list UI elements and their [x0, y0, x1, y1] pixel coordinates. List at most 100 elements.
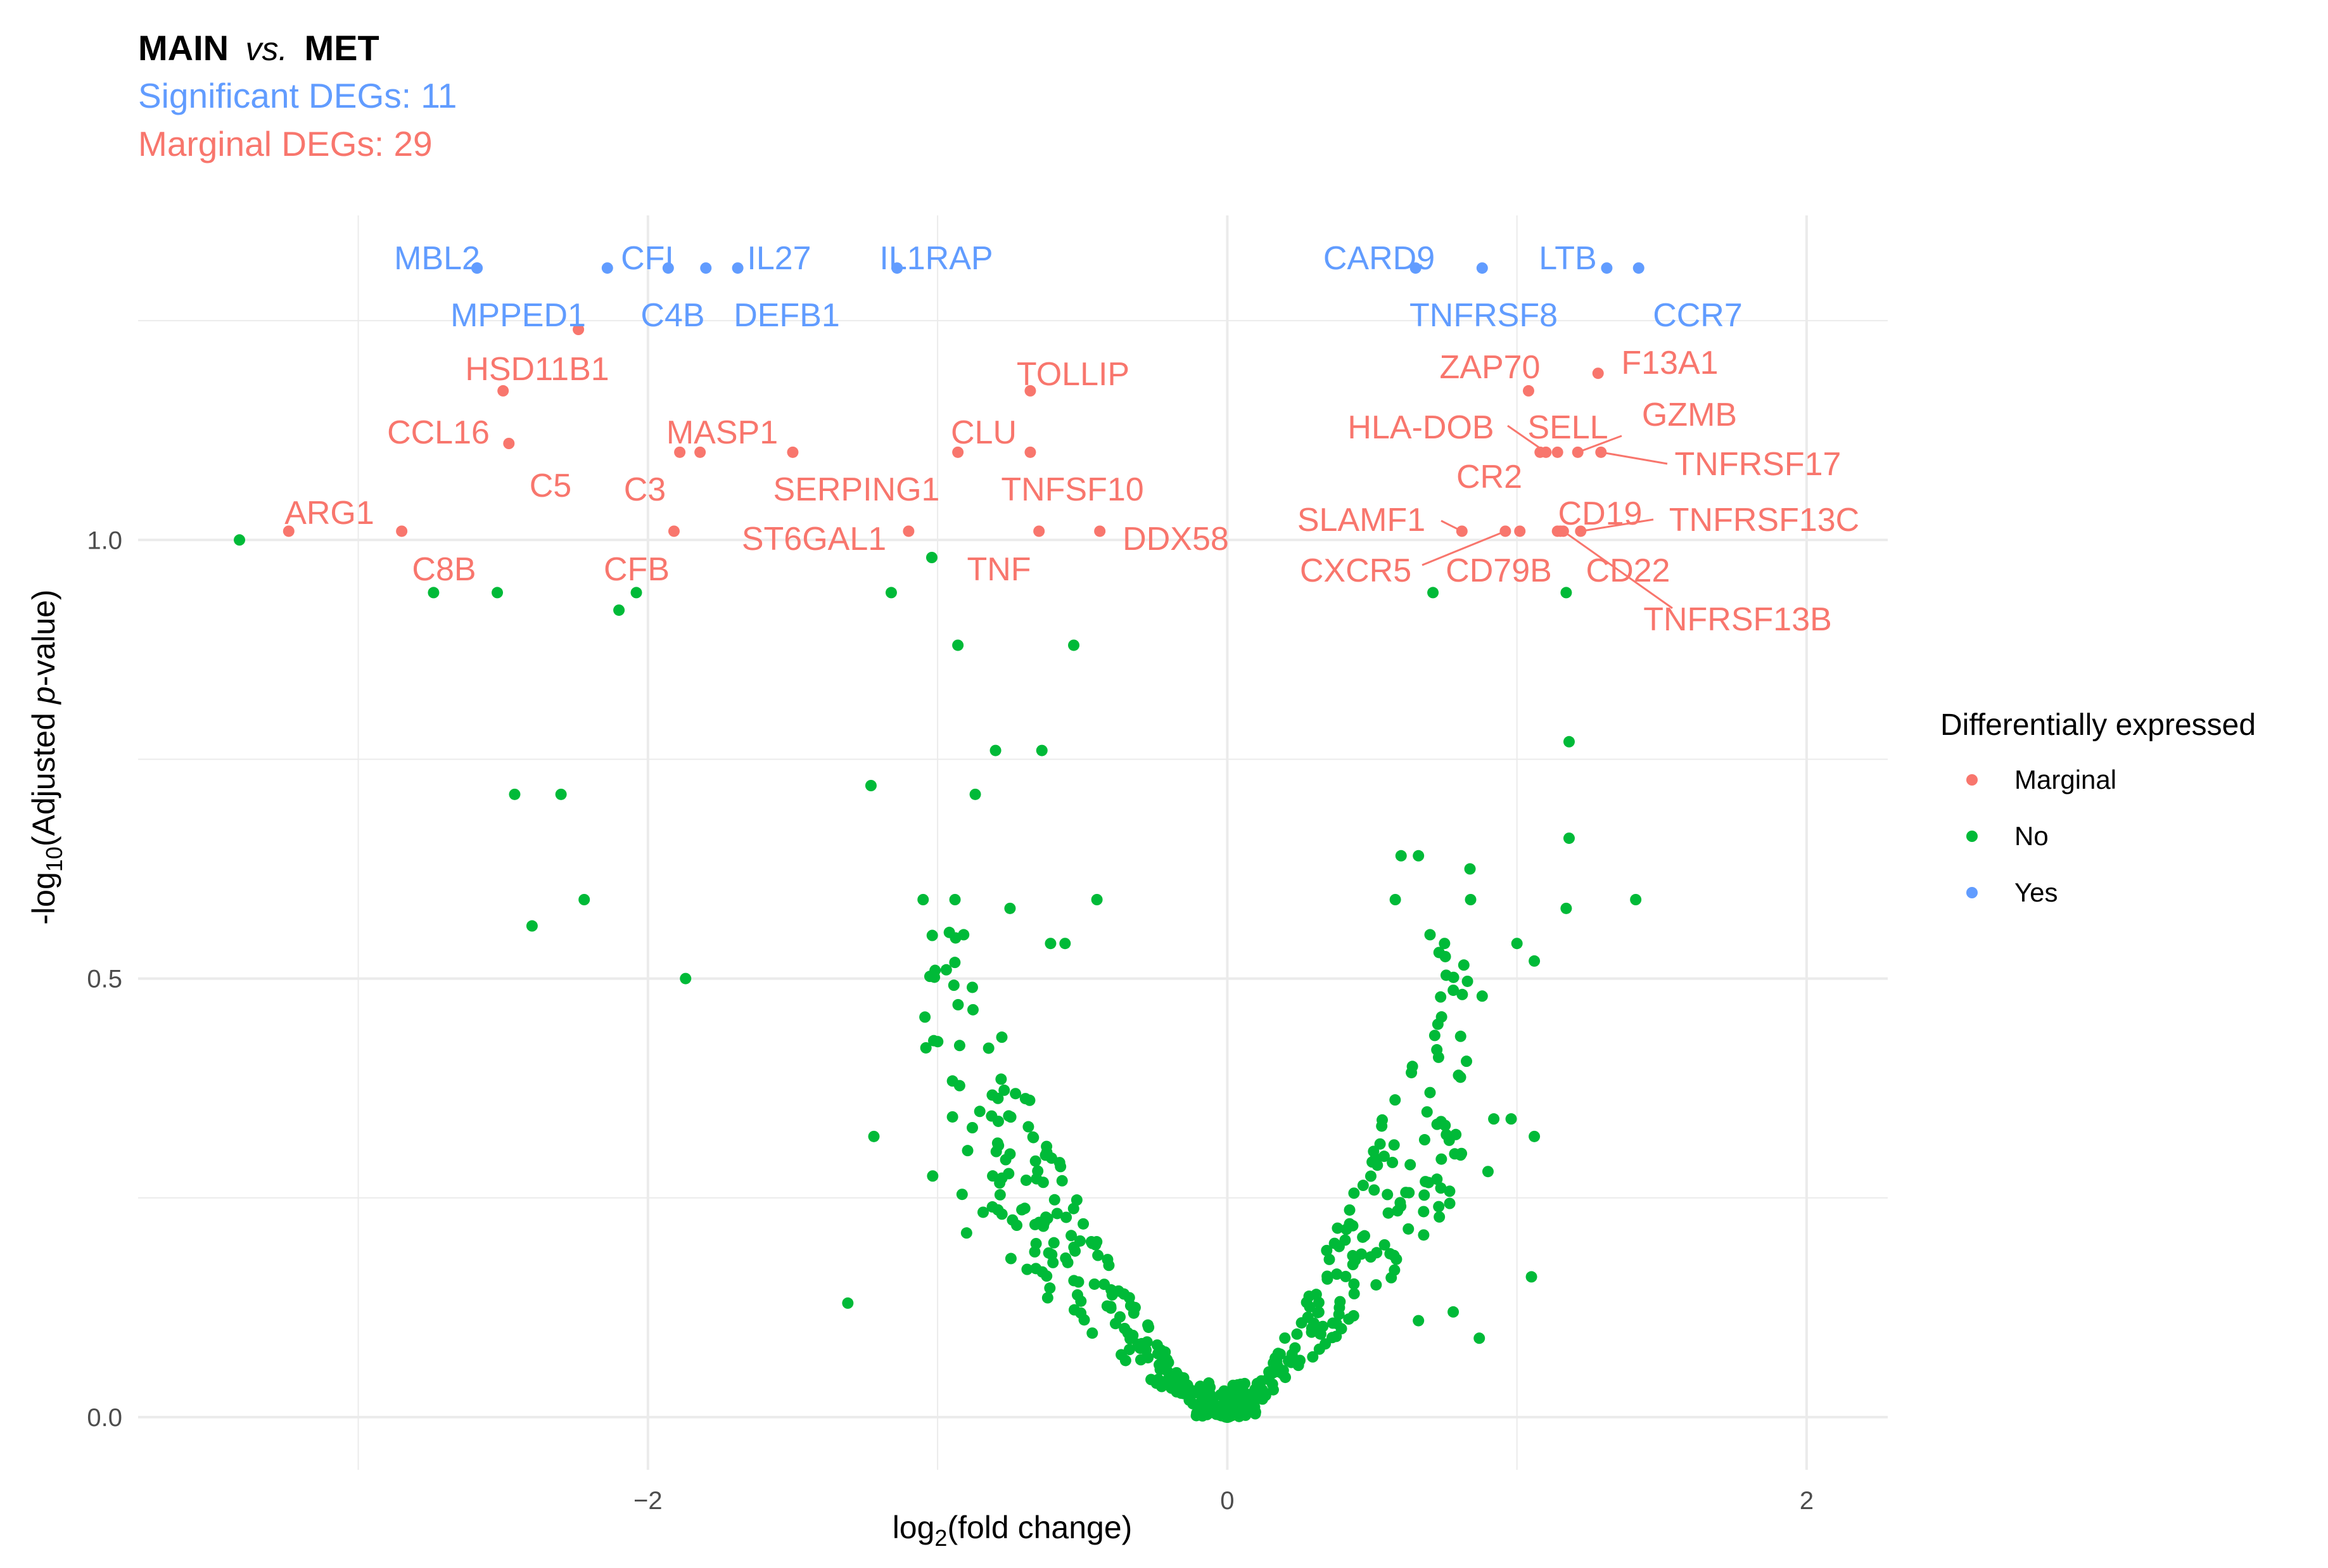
data-point-no — [1435, 991, 1447, 1003]
data-point-no — [1122, 1327, 1134, 1339]
data-point-no — [1041, 1270, 1053, 1282]
data-point-no — [1240, 1409, 1252, 1421]
data-point-no — [920, 1042, 932, 1054]
legend-key-marginal — [1966, 774, 1978, 786]
data-point-no — [865, 780, 877, 791]
data-point-no — [1364, 1170, 1377, 1182]
data-point-no — [1249, 1408, 1261, 1420]
data-point-no — [1458, 959, 1470, 971]
data-point-no — [1004, 902, 1016, 914]
data-point-no — [1029, 1155, 1041, 1167]
grid-lines — [138, 215, 1888, 1470]
data-point-no — [1048, 1194, 1060, 1206]
gene-label: CARD9 — [1323, 240, 1435, 277]
data-point-no — [1444, 1197, 1456, 1209]
data-point-marginal — [668, 525, 680, 537]
y-tick-label: 0.5 — [87, 966, 122, 993]
data-point-no — [1403, 1223, 1415, 1235]
data-point-marginal — [1499, 525, 1511, 537]
data-point-no — [1511, 938, 1523, 950]
legend-key-no — [1966, 831, 1978, 842]
data-point-no — [1368, 1145, 1380, 1157]
data-point-no — [1434, 1211, 1446, 1223]
data-point-marginal — [396, 525, 408, 537]
label-leader-lines — [1422, 424, 1673, 609]
leader-line — [1422, 530, 1506, 566]
data-point-no — [1029, 1246, 1041, 1258]
data-point-no — [1378, 1239, 1390, 1251]
data-point-no — [1432, 1018, 1444, 1030]
data-point-no — [509, 788, 521, 800]
data-point-no — [1060, 1252, 1072, 1264]
data-point-no — [1235, 1388, 1247, 1400]
x-axis-title: log2(fold change) — [893, 1510, 1133, 1551]
data-point-no — [1440, 969, 1452, 981]
data-point-marginal — [1522, 385, 1534, 397]
data-point-no — [960, 1227, 972, 1239]
data-point-no — [1202, 1389, 1214, 1401]
legend-label-yes: Yes — [2014, 877, 2058, 907]
data-point-no — [885, 587, 897, 599]
data-point-no — [868, 1130, 880, 1142]
data-point-no — [1068, 1241, 1080, 1253]
gene-label: MASP1 — [666, 414, 778, 451]
data-point-no — [1106, 1289, 1118, 1301]
data-point-no — [1312, 1306, 1324, 1318]
gene-label: SLAMF1 — [1297, 502, 1425, 539]
data-point-no — [924, 971, 936, 983]
data-point-no — [991, 1137, 1003, 1149]
data-point-no — [1176, 1374, 1188, 1386]
gene-label: GZMB — [1642, 397, 1737, 433]
gene-label: IL27 — [747, 240, 811, 277]
data-point-no — [986, 1110, 998, 1122]
data-point-no — [949, 957, 961, 969]
data-point-marginal — [1575, 525, 1587, 537]
data-point-no — [1560, 902, 1572, 914]
points-labeled — [283, 262, 1644, 537]
data-point-no — [1374, 1138, 1386, 1150]
gene-label: DDX58 — [1123, 521, 1229, 558]
data-point-no — [1359, 1230, 1371, 1242]
data-point-no — [1010, 1088, 1022, 1100]
data-point-no — [995, 1073, 1007, 1085]
gene-label: C5 — [530, 468, 571, 504]
data-point-no — [1348, 1288, 1360, 1300]
data-point-no — [956, 1189, 968, 1201]
data-point-no — [1428, 1029, 1441, 1042]
data-point-no — [1482, 1166, 1494, 1178]
data-point-marginal — [674, 446, 686, 458]
data-point-no — [1464, 863, 1476, 875]
data-point-no — [1418, 1189, 1430, 1201]
data-point-marginal — [1592, 367, 1604, 379]
gene-label: SELL — [1527, 409, 1608, 446]
data-point-no — [1203, 1377, 1215, 1389]
data-point-no — [1630, 894, 1642, 905]
x-tick-label: 2 — [1800, 1487, 1814, 1515]
data-point-no — [1313, 1343, 1325, 1355]
data-point-no — [1291, 1328, 1303, 1340]
title-left: MAIN — [138, 28, 229, 68]
data-point-marginal — [497, 385, 509, 397]
gene-label: TOLLIP — [1017, 356, 1129, 393]
gene-label: C3 — [624, 471, 666, 508]
x-tick-label: −2 — [633, 1487, 663, 1515]
data-point-no — [1302, 1311, 1314, 1323]
data-point-no — [1456, 988, 1468, 1000]
data-point-no — [1123, 1344, 1135, 1356]
data-point-yes — [1409, 262, 1422, 274]
data-point-no — [1135, 1354, 1147, 1366]
data-point-marginal — [283, 525, 295, 537]
data-point-no — [1347, 1250, 1359, 1262]
gene-label: MPPED1 — [450, 297, 586, 334]
data-point-no — [1505, 1113, 1517, 1125]
data-point-no — [946, 1075, 958, 1087]
legend-label-marginal: Marginal — [2014, 765, 2116, 794]
data-point-no — [1000, 1154, 1012, 1166]
gene-label: CFI — [621, 240, 674, 277]
gene-label: HLA-DOB — [1347, 409, 1494, 446]
data-point-no — [1403, 1187, 1415, 1199]
data-point-no — [983, 1042, 995, 1054]
data-point-no — [998, 1084, 1010, 1096]
chart-title: MAIN vs. MET Significant DEGs: 11 Margin… — [138, 28, 457, 163]
gene-label: CLU — [951, 414, 1017, 451]
